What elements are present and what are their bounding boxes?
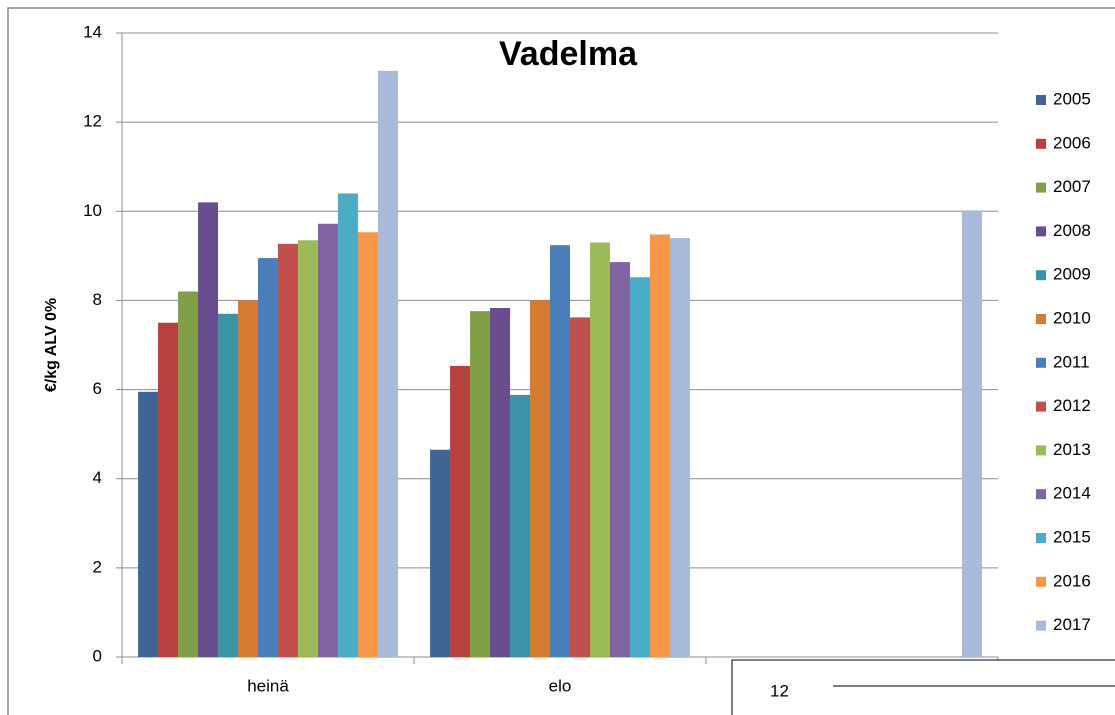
bar xyxy=(178,291,199,657)
x-tick-label: heinä xyxy=(247,676,289,695)
legend-label: 2012 xyxy=(1053,396,1091,415)
bar xyxy=(158,322,179,657)
bar xyxy=(377,70,398,657)
legend-label: 2008 xyxy=(1053,221,1091,240)
bar xyxy=(589,242,610,657)
y-tick-label: 6 xyxy=(93,379,102,398)
bar xyxy=(430,449,451,657)
plot: 0 2 4 6 8 10 12 14 heinä elo 2005 2006 2007 2008 2009 2… xyxy=(83,22,1091,695)
legend-label: 2013 xyxy=(1053,440,1091,459)
bar xyxy=(510,394,531,657)
legend-label: 2010 xyxy=(1053,308,1091,327)
y-tick-label: 10 xyxy=(83,201,102,220)
bar xyxy=(337,193,358,657)
bar xyxy=(530,300,551,657)
legend-swatch xyxy=(1036,314,1046,324)
y-tick-label: 4 xyxy=(93,468,102,487)
legend-swatch xyxy=(1036,445,1046,456)
legend-swatch xyxy=(1036,95,1046,105)
y-tick-label: 14 xyxy=(83,22,102,41)
legend-label: 2005 xyxy=(1053,89,1091,108)
annotation: 12 xyxy=(770,681,789,700)
overlay-box xyxy=(731,659,1115,715)
bar xyxy=(609,262,630,657)
legend-label: 2015 xyxy=(1053,527,1091,546)
bar xyxy=(569,317,590,657)
legend-label: 2017 xyxy=(1053,615,1091,634)
bar xyxy=(490,308,511,657)
bar xyxy=(238,300,259,657)
y-tick-label: 8 xyxy=(93,290,102,309)
x-tick-label: elo xyxy=(549,676,572,695)
bar xyxy=(357,232,378,657)
legend-swatch xyxy=(1036,357,1046,368)
bar xyxy=(198,202,219,657)
legend-swatch xyxy=(1036,401,1046,412)
legend-label: 2011 xyxy=(1053,352,1090,371)
legend-swatch xyxy=(1036,138,1046,149)
chart-title: Vadelma xyxy=(499,35,638,73)
y-tick-label: 0 xyxy=(93,646,102,665)
y-tick-label: 2 xyxy=(93,557,102,576)
legend-swatch xyxy=(1036,489,1046,500)
bar xyxy=(550,245,570,657)
bar xyxy=(450,365,471,657)
legend-swatch xyxy=(1036,576,1046,587)
bar xyxy=(961,210,982,657)
legend-swatch xyxy=(1036,226,1046,237)
legend-swatch xyxy=(1036,620,1046,631)
legend-label: 2014 xyxy=(1053,484,1091,503)
bar xyxy=(629,277,650,657)
bar xyxy=(258,258,278,657)
bar xyxy=(317,223,338,657)
bar xyxy=(277,243,298,657)
bar xyxy=(138,391,159,657)
bar xyxy=(649,234,670,657)
bar xyxy=(669,238,690,657)
legend-label: 2016 xyxy=(1053,571,1091,590)
legend-swatch xyxy=(1036,270,1046,281)
legend-label: 2006 xyxy=(1053,133,1091,152)
legend-swatch xyxy=(1036,533,1046,543)
y-tick-label: 12 xyxy=(83,112,102,131)
legend-label: 2007 xyxy=(1053,177,1091,196)
legend-label: 2009 xyxy=(1053,265,1091,284)
bar xyxy=(470,311,491,657)
bar xyxy=(218,313,239,657)
y-axis-title: €/kg ALV 0% xyxy=(43,298,60,392)
legend-swatch xyxy=(1036,182,1046,193)
bar xyxy=(297,240,318,657)
